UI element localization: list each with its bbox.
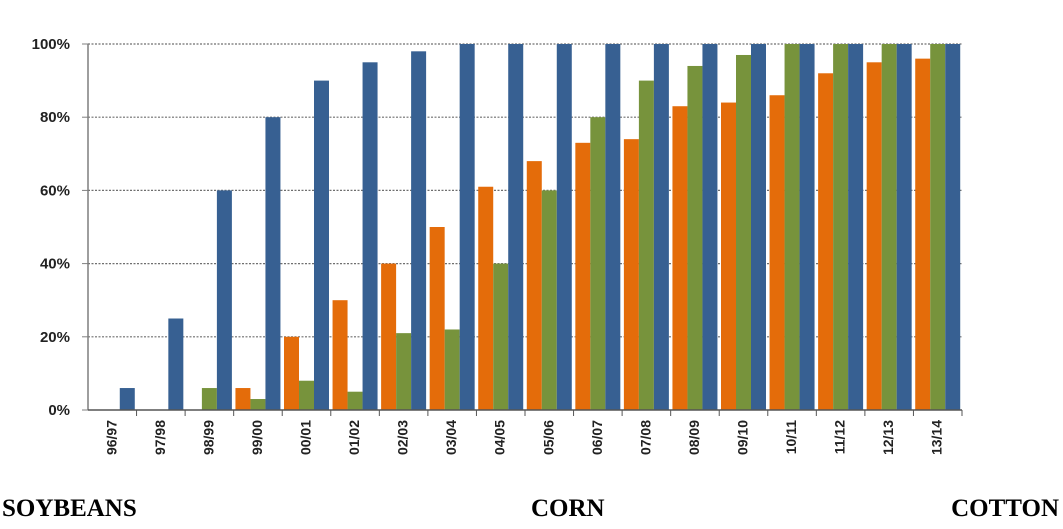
bar [201, 388, 217, 410]
bar [411, 51, 427, 410]
x-tick-label: 12/13 [880, 420, 896, 455]
bar [945, 44, 961, 410]
bar [769, 95, 785, 411]
bar [493, 263, 509, 410]
y-tick-label: 80% [40, 109, 70, 126]
y-tick-label: 0% [48, 402, 70, 419]
x-tick-label: 96/97 [103, 420, 119, 455]
bar [736, 54, 751, 410]
bar [478, 186, 494, 410]
bar [687, 65, 703, 411]
bar [848, 44, 864, 410]
x-tick-label: 03/04 [443, 420, 459, 455]
gridlines [88, 43, 962, 338]
series-label-soybeans: SOYBEANS [2, 495, 137, 522]
bar [638, 80, 654, 410]
bar [915, 58, 931, 410]
x-tick-label: 07/08 [637, 420, 653, 455]
bar [575, 142, 591, 410]
bar [896, 44, 912, 410]
bar [866, 62, 882, 411]
x-tick-label: 06/07 [589, 420, 605, 455]
x-tick-label: 13/14 [929, 420, 945, 455]
series-label-corn: CORN [531, 495, 605, 522]
bar [429, 227, 445, 410]
bar [216, 190, 232, 410]
bar [508, 44, 524, 410]
bar [590, 117, 606, 410]
bar [347, 391, 363, 410]
bars [119, 44, 963, 416]
bar [265, 117, 281, 410]
bar-chart: 0% 20% 40% 60% 80% 100% 96/97 97/98 98/99 99/00 0… [32, 36, 963, 455]
x-tick-label: 98/99 [200, 420, 216, 455]
bar [623, 139, 639, 410]
y-tick-label: 20% [40, 329, 70, 346]
bar [541, 190, 557, 410]
x-tick-label: 11/12 [832, 420, 848, 454]
x-tick-label: 09/10 [735, 420, 751, 455]
bar [444, 329, 460, 410]
y-tick-label: 60% [40, 182, 70, 199]
bar [459, 44, 475, 410]
x-tick-label: 99/00 [249, 420, 265, 455]
series-labels-row: SOYBEANS CORN COTTON [0, 495, 1063, 529]
y-tick-label: 40% [40, 256, 70, 273]
bar [556, 44, 572, 410]
x-tick-label: 02/03 [395, 420, 411, 455]
bar [284, 336, 299, 410]
bar [818, 73, 834, 410]
bar [526, 161, 542, 410]
x-tick-label: 97/98 [152, 420, 168, 455]
bar [702, 44, 718, 410]
bar [362, 62, 378, 411]
bar [784, 44, 800, 410]
bar [751, 44, 766, 410]
x-tick-label: 05/06 [540, 420, 556, 455]
bar [930, 44, 946, 410]
bar [396, 333, 412, 410]
bar [653, 44, 669, 410]
bar [881, 44, 897, 410]
x-tick-label: 04/05 [492, 420, 508, 455]
bar [314, 80, 329, 410]
bar [119, 388, 135, 410]
x-tick-labels: 96/97 97/98 98/99 99/00 00/01 01/02 02/03 03/04… [103, 420, 944, 455]
series-label-cotton: COTTON [951, 495, 1059, 522]
y-tick-label: 100% [32, 36, 70, 53]
x-tick-label: 10/11 [783, 420, 799, 454]
bar [168, 318, 184, 410]
x-tick-label: 00/01 [298, 420, 314, 455]
bar [381, 263, 397, 410]
bar [332, 300, 348, 410]
y-tick-labels: 0% 20% 40% 60% 80% 100% [32, 36, 88, 419]
bar [299, 380, 314, 410]
bar [235, 388, 251, 410]
x-tick-label: 01/02 [346, 420, 362, 455]
bar [721, 102, 736, 410]
bar [833, 44, 849, 410]
bar [250, 399, 266, 410]
x-tick-label: 08/09 [686, 420, 702, 455]
bar [799, 44, 815, 410]
bar [605, 44, 621, 410]
bar [672, 106, 688, 410]
